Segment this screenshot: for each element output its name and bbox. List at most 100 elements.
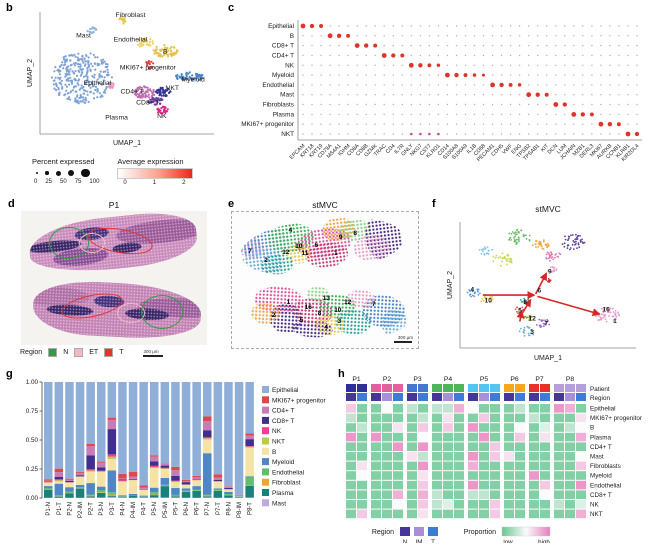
domain-number-label: 2 [272,312,276,319]
bar-segment [65,483,74,488]
heatmap-row-label: Endothelial [590,482,621,489]
heatmap-cell [382,423,392,432]
patient-annotation-cell [407,384,417,392]
bar-segment [192,480,201,486]
heatmap-cell [407,404,417,413]
legend-swatch [262,479,269,486]
patient-group-label: P6 [510,376,519,383]
heatmap-cell [515,404,525,413]
heatmap-cell [479,462,489,471]
bar-segment [108,454,117,456]
bar-segment [245,446,254,447]
bar-segment [86,446,95,455]
bar-segment [86,382,95,444]
heatmap-cell [554,462,564,471]
heatmap-row-label: Mast [590,454,604,461]
bar-segment [182,488,191,490]
heatmap-cell [382,462,392,471]
heatmap-cell [504,442,514,451]
cluster-label: NK [157,113,167,120]
bar-segment [118,480,127,481]
percent-dot [36,172,38,174]
bar-segment [108,418,117,420]
bar-segment [161,486,170,497]
bar-segment [65,382,74,479]
bar-category-label: P6-T [195,502,201,515]
bar-segment [182,482,191,484]
cluster-number-label: 9 [548,269,552,276]
legend-label: B [272,449,276,456]
heatmap-cell [540,500,550,509]
celltype-label: NKT [281,131,294,138]
bar-segment [97,382,106,462]
percent-dot [68,170,75,177]
heatmap-row-label: Fibroblasts [590,463,621,470]
heatmap-cell [468,423,478,432]
heatmap-cell [432,433,442,442]
bar-segment [86,495,95,496]
heatmap-cell [576,433,586,442]
expression-gradient-bar [117,168,193,179]
heatmap-cell [357,404,367,413]
bar-segment [214,482,223,489]
bar-segment [150,488,159,493]
bar-segment [161,469,170,478]
legend-label: Myeloid [272,459,295,466]
heatmap-cell [576,471,586,480]
heatmap-cell [432,471,442,480]
legend-swatch [262,427,269,434]
bar-segment [171,382,180,467]
bar-segment [44,382,53,480]
bar-segment [161,485,170,486]
heatmap-cell [529,442,539,451]
bar-segment [214,488,223,489]
heatmap-cell [418,414,428,423]
heatmap-cell [432,404,442,413]
heatmap-cell [554,433,564,442]
heatmap-cell [468,433,478,442]
bar-segment [44,480,53,481]
bar-segment [161,468,170,469]
bar-segment [214,491,223,498]
bar-segment [44,481,53,482]
region-annotation-cell [432,393,442,401]
bar-segment [129,477,138,479]
region-annotation-cell [382,393,392,401]
heatmap-cell [393,442,403,451]
bar-segment [65,492,74,493]
heatmap-cell [443,452,453,461]
bar-segment [245,439,254,446]
heatmap-cell [407,433,417,442]
heatmap-cell [371,404,381,413]
heatmap-cell [529,471,539,480]
cluster-label: Plasma [105,114,128,121]
bar-segment [171,496,180,497]
domain-number-label: 11 [302,250,309,257]
heatmap-cell [454,452,464,461]
heatmap-cell [554,481,564,490]
percent-expressed-title: Percent expressed [32,157,99,166]
celltype-label: CD8+ T [272,43,294,50]
histology-image [21,211,207,345]
heatmap-cell [490,481,500,490]
heatmap-cell [443,471,453,480]
bar-segment [245,382,254,433]
heatmap-cell [393,423,403,432]
heatmap-cell [407,423,417,432]
bar-segment [44,486,53,488]
percent-tick: 100 [89,179,99,185]
panel-label-h: h [338,368,345,380]
heatmap-cell [468,462,478,471]
x-axis-title: UMAP_1 [113,140,141,147]
bar-segment [97,497,106,498]
heatmap-cell [515,433,525,442]
heatmap-cell [565,414,575,423]
panel-label-g: g [6,368,13,380]
histology-title: P1 [6,200,222,210]
region-et-label: ET [89,349,98,356]
heatmap-cell [454,442,464,451]
